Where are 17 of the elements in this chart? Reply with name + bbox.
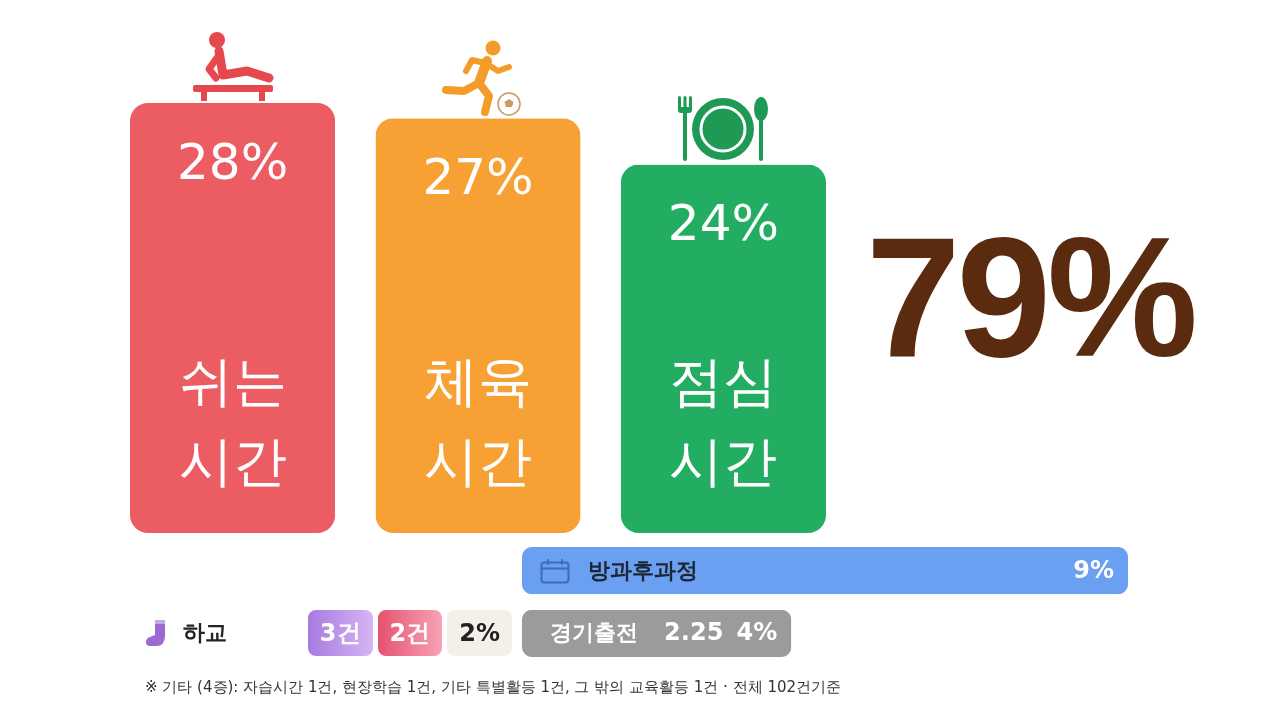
data-label: 24% bbox=[667, 194, 779, 253]
badge: 2% bbox=[447, 610, 512, 657]
annotation: 2.25 bbox=[664, 618, 724, 647]
text: 하교 bbox=[183, 619, 227, 648]
y-tick-label: 방과후과정 bbox=[588, 557, 698, 583]
text: 79% bbox=[866, 202, 1195, 392]
badge: 3건 bbox=[307, 610, 373, 657]
data-label: 9% bbox=[1073, 555, 1114, 584]
x-tick-label: 체육 시간 bbox=[424, 350, 532, 493]
badge: 2건 bbox=[377, 610, 443, 657]
data-label: 27% bbox=[422, 148, 534, 207]
y-tick-label: 경기출전 bbox=[550, 620, 638, 646]
data-label: 28% bbox=[177, 133, 289, 191]
data-label: 4% bbox=[736, 618, 778, 647]
text: ※ 기타 (4증): 자습시간 1건, 현장학습 1건, 기타 특별활등 1건, 그 밖의 교육활등 1건 · 전체 102건기준 bbox=[145, 677, 842, 698]
x-tick-label: 쉬는 시간 bbox=[178, 350, 287, 493]
x-tick-label: 점심 시간 bbox=[669, 350, 778, 493]
